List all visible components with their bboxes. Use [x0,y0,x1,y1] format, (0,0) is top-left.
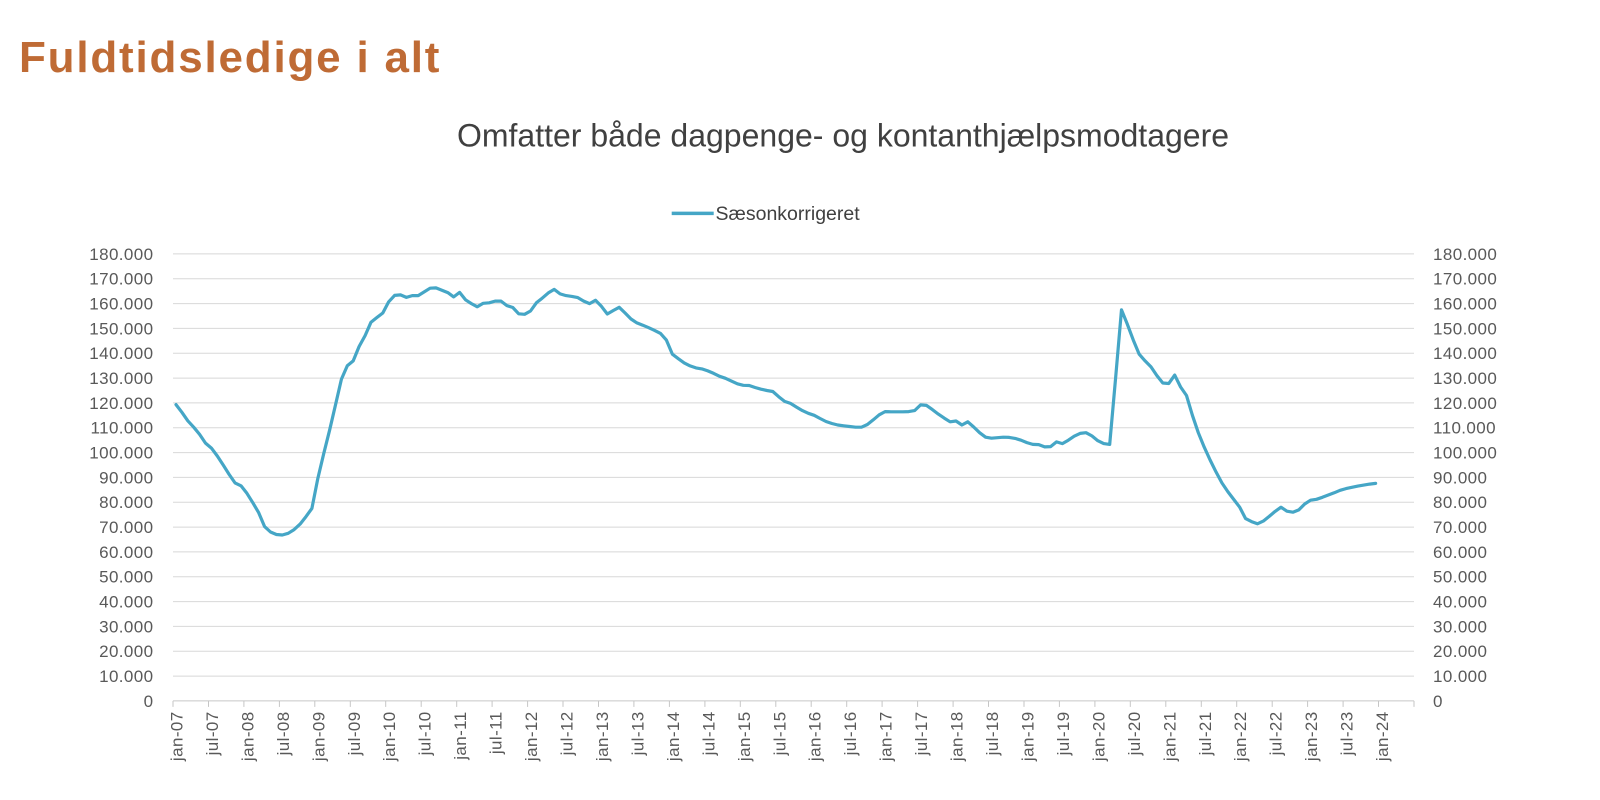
svg-text:50.000: 50.000 [99,568,153,587]
svg-text:jan-20: jan-20 [1089,711,1108,762]
svg-text:10.000: 10.000 [1433,667,1487,686]
svg-text:100.000: 100.000 [89,444,153,463]
svg-text:jul-20: jul-20 [1125,711,1144,756]
svg-text:60.000: 60.000 [99,543,153,562]
svg-text:180.000: 180.000 [89,245,153,264]
svg-text:160.000: 160.000 [1433,295,1497,314]
svg-text:jul-21: jul-21 [1196,711,1215,756]
svg-text:150.000: 150.000 [1433,319,1497,338]
svg-text:jan-09: jan-09 [309,711,328,762]
svg-text:jul-22: jul-22 [1267,711,1286,756]
svg-text:jan-07: jan-07 [168,711,187,762]
svg-text:jan-23: jan-23 [1302,711,1321,762]
svg-text:jan-10: jan-10 [380,711,399,762]
svg-text:130.000: 130.000 [89,369,153,388]
svg-text:jul-23: jul-23 [1338,711,1357,756]
svg-text:jul-09: jul-09 [345,711,364,756]
svg-text:jul-15: jul-15 [770,711,789,756]
svg-text:jul-12: jul-12 [558,711,577,756]
svg-text:jan-22: jan-22 [1231,711,1250,762]
svg-text:170.000: 170.000 [1433,270,1497,289]
svg-text:jul-16: jul-16 [841,711,860,756]
svg-text:150.000: 150.000 [89,319,153,338]
svg-text:50.000: 50.000 [1433,568,1487,587]
svg-text:jan-12: jan-12 [522,711,541,762]
svg-text:jul-14: jul-14 [699,711,718,756]
svg-text:jul-07: jul-07 [203,711,222,756]
svg-text:70.000: 70.000 [99,518,153,537]
svg-text:90.000: 90.000 [99,468,153,487]
svg-text:jan-16: jan-16 [806,711,825,762]
svg-text:40.000: 40.000 [1433,593,1487,612]
svg-text:jan-08: jan-08 [238,711,257,762]
svg-text:jan-15: jan-15 [735,711,754,762]
svg-text:120.000: 120.000 [1433,394,1497,413]
svg-text:jan-19: jan-19 [1019,711,1038,762]
svg-text:180.000: 180.000 [1433,245,1497,264]
svg-text:100.000: 100.000 [1433,444,1497,463]
svg-text:80.000: 80.000 [99,493,153,512]
svg-text:110.000: 110.000 [1433,419,1496,438]
svg-text:140.000: 140.000 [89,344,153,363]
svg-text:160.000: 160.000 [89,295,153,314]
svg-text:20.000: 20.000 [99,642,153,661]
svg-text:110.000: 110.000 [91,419,154,438]
svg-text:60.000: 60.000 [1433,543,1487,562]
svg-text:80.000: 80.000 [1433,493,1487,512]
svg-text:140.000: 140.000 [1433,344,1497,363]
svg-text:jan-18: jan-18 [948,711,967,762]
svg-text:jan-17: jan-17 [877,711,896,762]
svg-text:jul-11: jul-11 [487,711,506,755]
svg-text:jul-18: jul-18 [983,711,1002,756]
svg-text:120.000: 120.000 [89,394,153,413]
svg-text:jul-13: jul-13 [628,711,647,756]
svg-text:90.000: 90.000 [1433,468,1487,487]
svg-text:jul-19: jul-19 [1054,711,1073,756]
svg-text:30.000: 30.000 [1433,617,1487,636]
svg-text:30.000: 30.000 [99,617,153,636]
svg-text:0: 0 [1433,692,1443,711]
svg-text:jul-17: jul-17 [912,711,931,756]
svg-text:130.000: 130.000 [1433,369,1497,388]
svg-text:jan-24: jan-24 [1373,711,1392,762]
svg-text:20.000: 20.000 [1433,642,1487,661]
svg-text:jan-13: jan-13 [593,711,612,762]
svg-text:jan-14: jan-14 [664,711,683,762]
svg-text:170.000: 170.000 [89,270,153,289]
svg-text:Omfatter både dagpenge- og kon: Omfatter både dagpenge- og kontanthjælps… [457,118,1229,154]
svg-text:Sæsonkorrigeret: Sæsonkorrigeret [716,203,861,225]
svg-text:0: 0 [144,692,154,711]
svg-text:Fuldtidsledige i alt: Fuldtidsledige i alt [19,33,441,82]
svg-text:jul-08: jul-08 [274,711,293,756]
svg-text:jul-10: jul-10 [416,711,435,756]
svg-text:40.000: 40.000 [99,593,153,612]
svg-text:jan-21: jan-21 [1160,711,1179,762]
svg-text:jan-11: jan-11 [451,711,470,760]
svg-text:10.000: 10.000 [99,667,153,686]
svg-text:70.000: 70.000 [1433,518,1487,537]
